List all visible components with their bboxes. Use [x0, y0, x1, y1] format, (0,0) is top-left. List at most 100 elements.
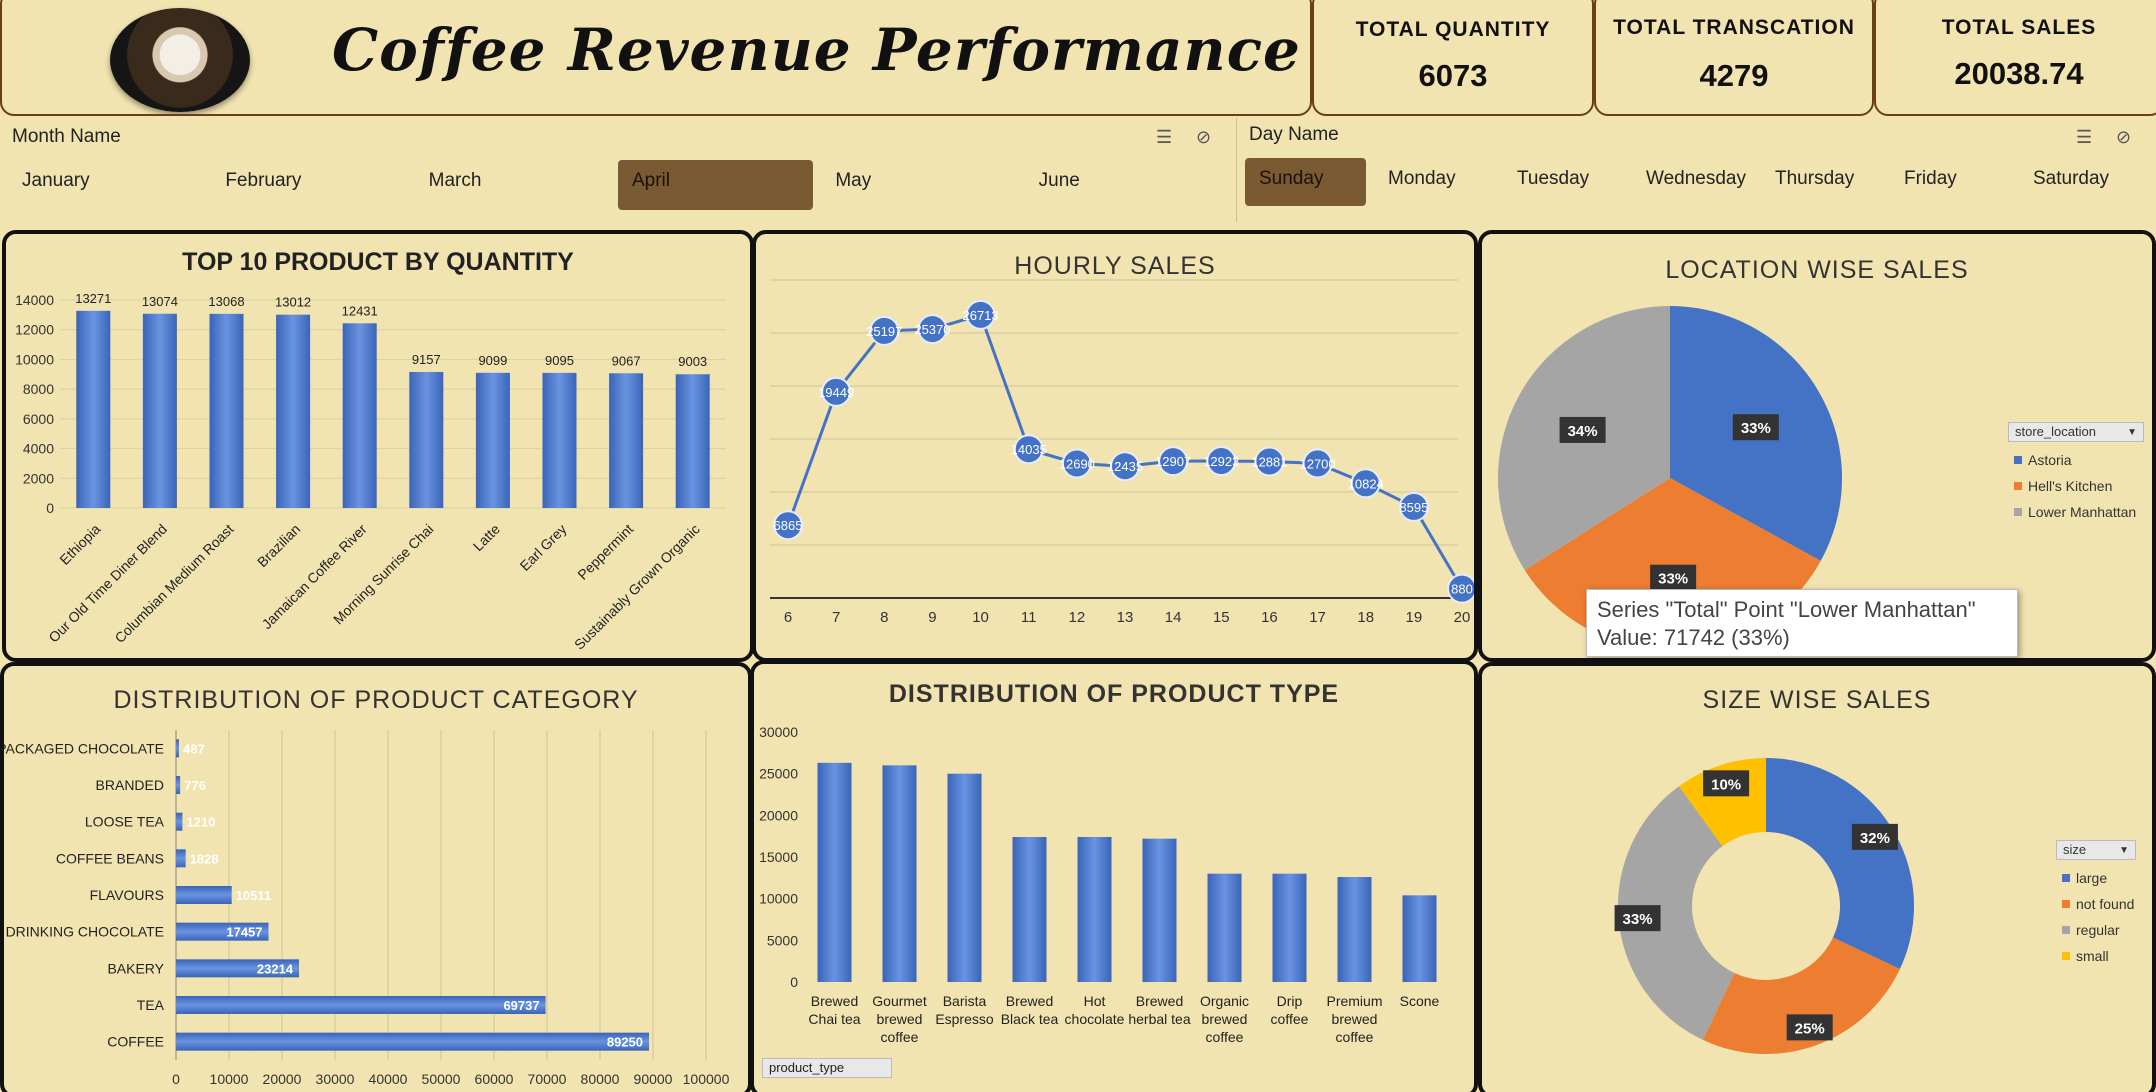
point-hour-13[interactable]	[1110, 451, 1140, 482]
bar-coffee-beans[interactable]	[176, 849, 186, 868]
y-tick-label: FLAVOURS	[90, 887, 164, 903]
bar-morning-sunrise-chai[interactable]	[409, 371, 444, 508]
x-tick-label: Black tea	[1001, 1011, 1059, 1027]
bar-scone[interactable]	[1402, 895, 1437, 982]
bar-jamaican-coffee-river[interactable]	[342, 323, 377, 508]
point-hour-10[interactable]	[965, 299, 996, 330]
bar-tea[interactable]	[176, 996, 546, 1014]
point-hour-7[interactable]	[821, 376, 852, 407]
day-item-wednesday[interactable]: Wednesday	[1646, 168, 1746, 189]
bar-earl-grey[interactable]	[542, 372, 577, 508]
product-type-filter-button[interactable]: product_type	[762, 1058, 892, 1078]
x-tick-label: 13	[1117, 609, 1134, 626]
slice-large[interactable]	[1766, 758, 1914, 970]
bar-latte[interactable]	[475, 372, 510, 508]
y-tick-label: 0	[46, 500, 54, 516]
slice-not-found[interactable]	[1702, 937, 1900, 1054]
x-tick-label: 0	[172, 1071, 180, 1087]
multi-select-icon[interactable]: ☰	[2076, 127, 2093, 147]
point-hour-6[interactable]	[773, 510, 803, 541]
x-tick-label: Gourmet	[872, 993, 927, 1009]
bar-brewed-herbal-tea[interactable]	[1142, 838, 1177, 982]
x-tick-label: Barista	[943, 993, 987, 1009]
x-tick-label: 7	[832, 609, 840, 626]
bar-premium-brewed-coffee[interactable]	[1337, 877, 1372, 982]
data-label-box	[1559, 416, 1606, 443]
bar-bakery[interactable]	[176, 959, 300, 978]
data-label: 9003	[678, 354, 707, 369]
month-item-march[interactable]: March	[428, 170, 482, 191]
x-tick-label: Premium	[1326, 993, 1382, 1009]
point-hour-15[interactable]	[1206, 446, 1237, 477]
product-category-chart: 0 10000 20000 30000 40000 50000 60000 70000 8000…	[4, 730, 730, 1087]
coffee-cup-logo	[110, 8, 250, 112]
bar-branded[interactable]	[176, 776, 181, 794]
x-tick-label: 90000	[634, 1071, 673, 1087]
bar-packaged-chocolate[interactable]	[176, 739, 179, 758]
bar-brazilian[interactable]	[276, 314, 311, 508]
point-hour-9[interactable]	[917, 314, 948, 345]
data-label: 13271	[75, 291, 111, 306]
y-tick-label: 25000	[759, 766, 798, 782]
y-tick-label: 20000	[759, 807, 798, 823]
y-tick-label: 10000	[15, 351, 54, 367]
month-item-february[interactable]: February	[225, 170, 302, 191]
x-tick-label: coffee	[881, 1029, 919, 1045]
point-hour-19[interactable]	[1398, 491, 1429, 522]
point-hour-17[interactable]	[1302, 448, 1333, 479]
y-tick-label: COFFEE BEANS	[56, 850, 164, 866]
month-item-april[interactable]: April	[617, 160, 814, 210]
x-tick-label: Earl Grey	[516, 521, 569, 574]
size-legend-filter[interactable]: size	[2056, 840, 2136, 860]
point-hour-16[interactable]	[1254, 446, 1285, 477]
bar-peppermint[interactable]	[609, 373, 644, 508]
bar-columbian-medium-roast[interactable]	[209, 313, 244, 508]
day-item-tuesday[interactable]: Tuesday	[1517, 168, 1590, 189]
bar-brewed-chai-tea[interactable]	[817, 762, 852, 982]
bar-gourmet-brewed-coffee[interactable]	[882, 765, 917, 982]
point-hour-20[interactable]	[1447, 573, 1474, 604]
month-item-may[interactable]: May	[835, 170, 872, 191]
day-item-monday[interactable]: Monday	[1388, 168, 1456, 189]
bar-loose-tea[interactable]	[176, 812, 183, 831]
point-hour-11[interactable]	[1013, 434, 1044, 465]
y-tick-label: PACKAGED CHOCOLATE	[4, 740, 164, 756]
slice-regular[interactable]	[1618, 786, 1735, 1040]
day-item-sunday[interactable]: Sunday	[1245, 158, 1366, 206]
point-hour-8[interactable]	[869, 315, 900, 346]
location-legend-filter[interactable]: store_location	[2008, 422, 2144, 442]
clear-filter-icon[interactable]: ⊘	[2116, 127, 2132, 147]
bar-barista-espresso[interactable]	[947, 773, 982, 982]
x-tick-label: brewed	[1332, 1011, 1378, 1027]
data-label: 10%	[1711, 776, 1741, 793]
bar-brewed-black-tea[interactable]	[1012, 837, 1047, 982]
day-item-friday[interactable]: Friday	[1904, 168, 1957, 189]
clear-filter-icon[interactable]: ⊘	[1196, 127, 1212, 147]
data-label: 1210	[186, 815, 215, 830]
month-item-june[interactable]: June	[1038, 170, 1080, 191]
multi-select-icon[interactable]: ☰	[1156, 127, 1173, 147]
bar-ethiopia[interactable]	[76, 310, 111, 508]
bar-drinking-chocolate[interactable]	[176, 922, 269, 941]
month-item-january[interactable]: January	[22, 170, 90, 191]
bar-sustainably-grown-organic[interactable]	[675, 374, 710, 508]
point-hour-18[interactable]	[1350, 468, 1381, 499]
data-label: 89250	[607, 1035, 643, 1050]
x-tick-label: 10000	[210, 1071, 249, 1087]
data-label-box	[1851, 823, 1898, 850]
x-tick-label: brewed	[1202, 1011, 1248, 1027]
point-hour-12[interactable]	[1061, 448, 1092, 479]
bar-our-old-time-diner-blend[interactable]	[142, 313, 177, 508]
y-tick-label: 2000	[23, 470, 54, 486]
point-hour-14[interactable]	[1158, 446, 1189, 477]
data-label: 12435	[1107, 459, 1143, 474]
day-slicer-title: Day Name	[1249, 124, 1339, 145]
bar-flavours[interactable]	[176, 886, 232, 904]
bar-coffee[interactable]	[176, 1032, 650, 1051]
day-item-thursday[interactable]: Thursday	[1775, 168, 1855, 189]
bar-organic-brewed-coffee[interactable]	[1207, 873, 1242, 982]
bar-drip-coffee[interactable]	[1272, 873, 1307, 982]
bar-hot-chocolate[interactable]	[1077, 837, 1112, 982]
day-item-saturday[interactable]: Saturday	[2033, 168, 2110, 189]
x-tick-label: 9	[928, 609, 936, 626]
